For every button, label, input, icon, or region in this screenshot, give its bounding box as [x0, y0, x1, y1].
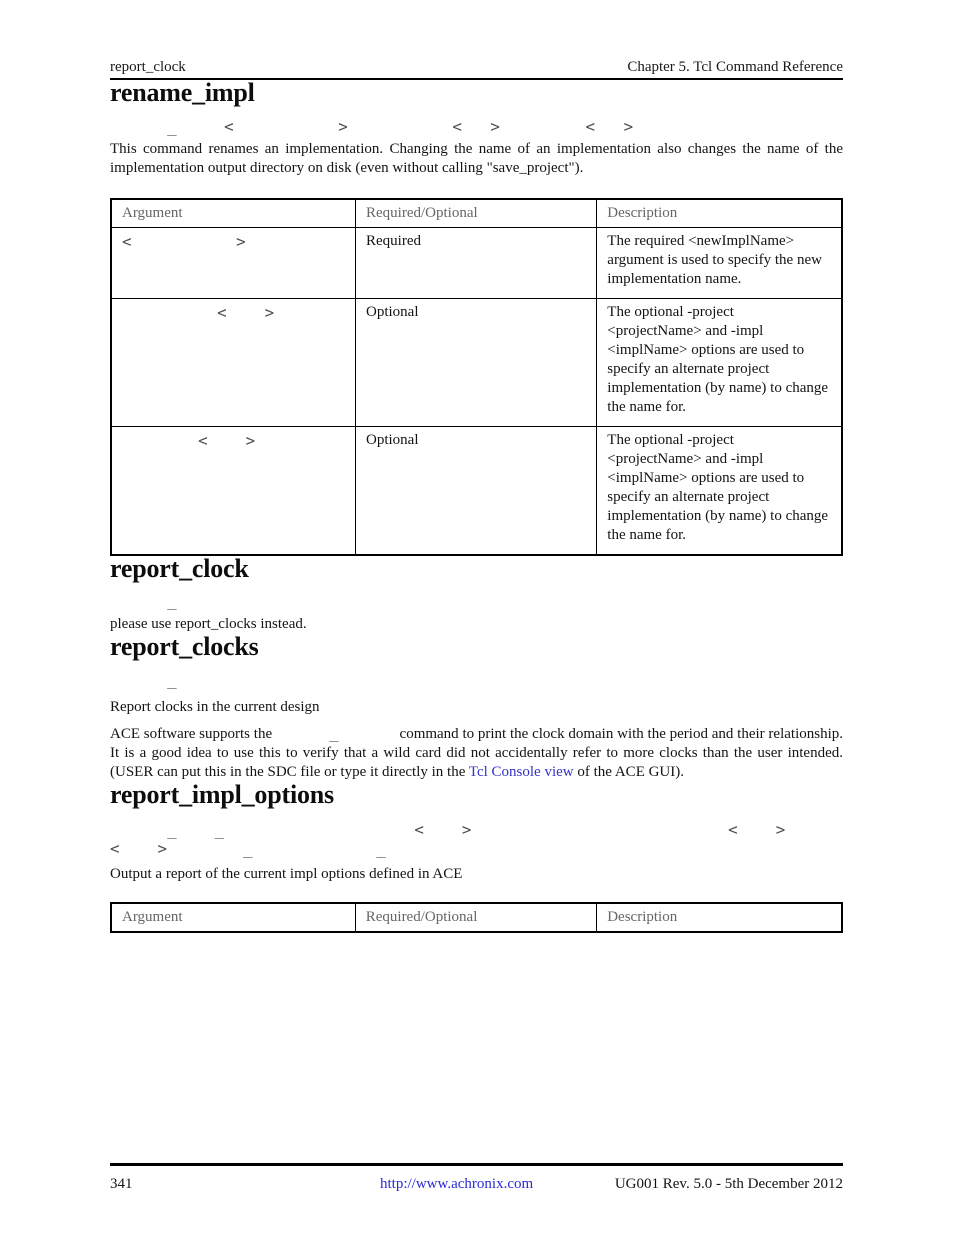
- syntax-line-report-clock: _: [110, 591, 177, 610]
- report-clock-description: please use report_clocks instead.: [110, 616, 307, 632]
- syntax-block-report-impl-options: _ _ < > < > < > _ _: [110, 820, 843, 858]
- description-cell: The optional -project <projectName> and …: [596, 426, 843, 556]
- section-title-report-clocks: report_clocks: [110, 632, 259, 661]
- inline-syntax-gap: _: [272, 723, 396, 742]
- revision-text: UG001 Rev. 5.0 - 5th December 2012: [614, 1176, 843, 1192]
- rename-impl-description: This command renames an implementation. …: [110, 141, 843, 176]
- section-title-rename-impl: rename_impl: [110, 78, 255, 107]
- report-clocks-paragraph: ACE software supports the _ command to p…: [110, 723, 843, 782]
- table-row: < > Optional The optional -project <proj…: [110, 298, 843, 427]
- argument-cell: < >: [110, 227, 357, 299]
- column-header-description: Description: [596, 902, 843, 933]
- argument-cell: < >: [110, 298, 357, 427]
- description-cell: The required <newImplName> argument is u…: [596, 227, 843, 299]
- column-header-required: Required/Optional: [354, 902, 598, 933]
- syntax-line-2: < > _ _: [110, 839, 386, 858]
- header-rule: [110, 78, 843, 80]
- paragraph-text: command to print the clock domain with t…: [110, 726, 843, 780]
- column-header-description: Description: [596, 198, 843, 228]
- table-header-row: Argument Required/Optional Description: [110, 902, 843, 933]
- section-title-report-impl-options: report_impl_options: [110, 780, 334, 809]
- report-impl-options-description: Output a report of the current impl opti…: [110, 866, 463, 882]
- description-cell: The optional -project <projectName> and …: [596, 298, 843, 427]
- syntax-line-report-clocks: _: [110, 670, 177, 689]
- paragraph-text: of the ACE GUI).: [573, 764, 685, 780]
- required-cell: Optional: [355, 426, 598, 556]
- rename-impl-argument-table: Argument Required/Optional Description <…: [110, 198, 843, 556]
- argument-cell: < >: [110, 426, 357, 556]
- required-cell: Optional: [355, 298, 598, 427]
- column-header-argument: Argument: [110, 198, 357, 228]
- page-footer: 341 http://www.achronix.com UG001 Rev. 5…: [110, 1163, 843, 1194]
- running-header: report_clock Chapter 5. Tcl Command Refe…: [110, 58, 843, 77]
- running-header-left: report_clock: [110, 59, 186, 75]
- table-header-row: Argument Required/Optional Description: [110, 198, 843, 228]
- achronix-url-link[interactable]: http://www.achronix.com: [380, 1176, 534, 1192]
- footer-row: 341 http://www.achronix.com UG001 Rev. 5…: [110, 1175, 843, 1194]
- running-header-right: Chapter 5. Tcl Command Reference: [627, 59, 843, 75]
- section-title-report-clock: report_clock: [110, 554, 249, 583]
- syntax-line-1: _ _ < > < >: [110, 820, 786, 839]
- column-header-required: Required/Optional: [355, 198, 598, 228]
- tcl-console-view-link[interactable]: Tcl Console view: [468, 764, 574, 780]
- page-number: 341: [110, 1176, 133, 1192]
- required-cell: Required: [355, 227, 598, 299]
- page-content: report_clock Chapter 5. Tcl Command Refe…: [110, 0, 843, 933]
- column-header-argument: Argument: [110, 902, 356, 933]
- syntax-line-rename-impl: _ < > < > < >: [110, 117, 634, 136]
- table-row: < > Required The required <newImplName> …: [110, 227, 843, 299]
- report-impl-options-argument-table: Argument Required/Optional Description: [110, 902, 843, 933]
- paragraph-text: ACE software supports the: [110, 726, 273, 742]
- table-row: < > Optional The optional -project <proj…: [110, 426, 843, 556]
- report-clocks-short-description: Report clocks in the current design: [110, 699, 320, 715]
